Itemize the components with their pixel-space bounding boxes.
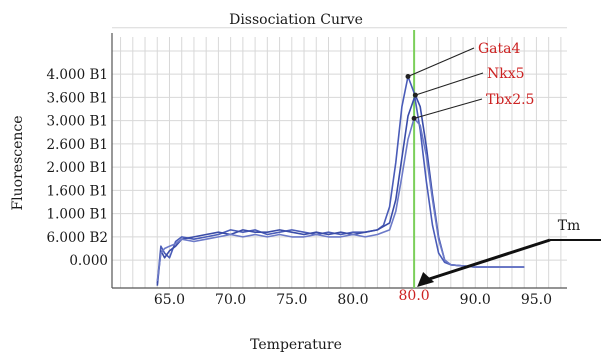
y-tick-label: 0.000 [69, 253, 108, 269]
tm-value-label: 80.0 [399, 288, 430, 304]
chart-title: Dissociation Curve [229, 12, 363, 28]
y-tick-label: 2.000 B1 [47, 160, 108, 176]
y-tick-label: 1.600 B1 [47, 183, 108, 199]
callout-line-nkx5 [415, 72, 484, 96]
callout-dot-gata4 [405, 74, 411, 80]
callout-dot-nkx5 [412, 92, 418, 98]
x-tick-label: 80.0 [337, 292, 368, 308]
y-tick-label: 1.000 B1 [47, 207, 108, 223]
series-lines [156, 75, 525, 286]
series-label-nkx5: Nkx5 [487, 66, 525, 82]
x-tick-labels: 65.0 70.0 75.0 80.0 90.0 95.0 [154, 292, 552, 308]
series-line-tbx2-5 [156, 117, 525, 282]
x-tick-label: 75.0 [276, 292, 307, 308]
tm-label: Tm [558, 218, 581, 234]
y-tick-label: 3.000 B1 [47, 114, 108, 130]
y-tick-label: 2.600 B1 [47, 137, 108, 153]
y-tick-label: 6.000 B2 [47, 230, 108, 246]
x-axis-label: Temperature [250, 337, 342, 353]
x-tick-label: 70.0 [215, 292, 246, 308]
callout-dot-tbx2-5 [411, 115, 417, 121]
series-label-gata4: Gata4 [478, 41, 521, 57]
tm-arrow-head [417, 272, 435, 287]
y-tick-label: 4.000 B1 [47, 67, 108, 83]
x-tick-label: 95.0 [521, 292, 552, 308]
x-tick-label: 65.0 [154, 292, 185, 308]
x-tick-label: 90.0 [460, 292, 491, 308]
y-tick-labels: 0.000 6.000 B2 1.000 B1 1.600 B1 2.000 B1 2.6… [47, 67, 108, 269]
y-axis-label: Fluorescence [10, 115, 26, 210]
series-line-gata4 [156, 75, 525, 284]
tm-annotation: Tm 80.0 [399, 218, 601, 304]
y-tick-label: 3.600 B1 [47, 90, 108, 106]
axes [111, 33, 567, 289]
series-label-tbx2-5: Tbx2.5 [486, 92, 534, 108]
tm-arrow-shaft [425, 238, 551, 282]
series-annotations: Gata4 Nkx5 Tbx2.5 [405, 41, 534, 121]
callout-line-tbx2-5 [413, 98, 483, 119]
callout-line-gata4 [407, 47, 475, 78]
